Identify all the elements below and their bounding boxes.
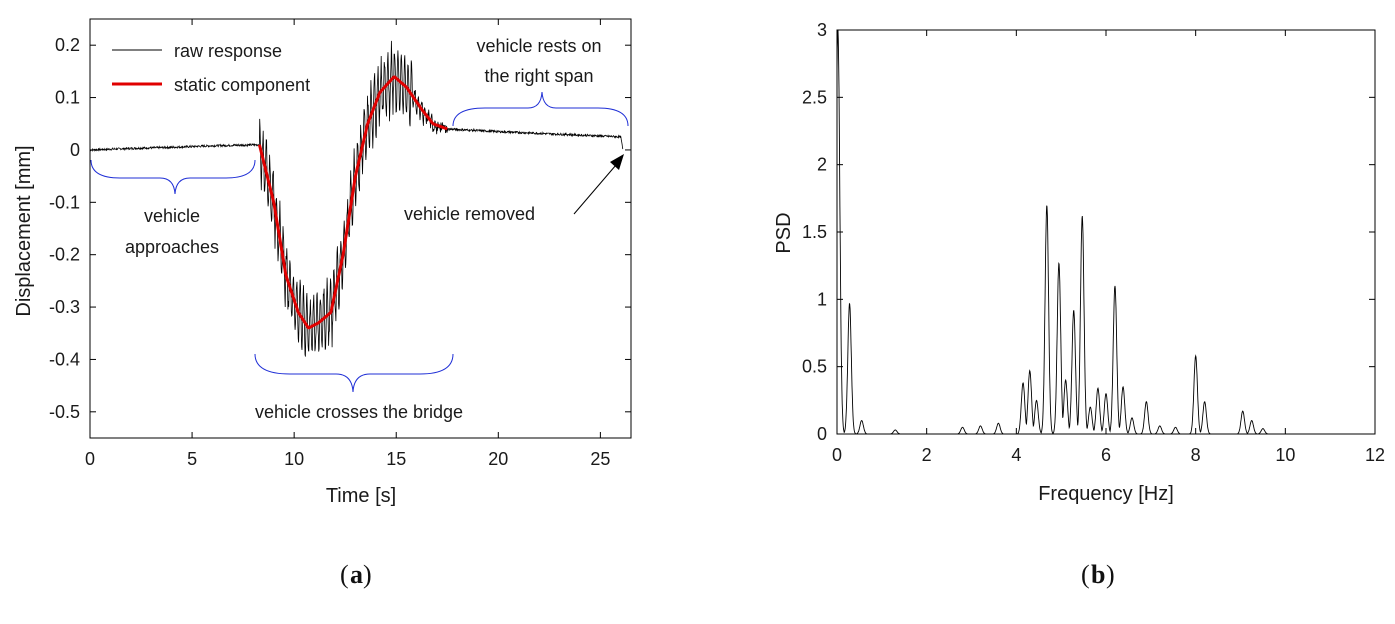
- annotation-rests-line2: the right span: [484, 66, 593, 86]
- panel-a-plot-frame: [89, 18, 632, 439]
- brace-crosses: [254, 353, 454, 393]
- annotation-removed-arrow: [573, 157, 623, 215]
- x-tick-label: 10: [1275, 445, 1295, 465]
- x-tick-label: 25: [590, 449, 610, 469]
- caption-b-close: ): [1106, 560, 1115, 589]
- panel-a-x-tick-labels: 0 5 10 15 20 25: [85, 449, 610, 469]
- caption-b: ( b ): [1081, 560, 1115, 589]
- y-tick-label: 0.1: [55, 88, 80, 108]
- panel-a-y-axis-label: Displacement [mm]: [13, 145, 35, 316]
- annotation-approaches-line1: vehicle: [144, 206, 200, 226]
- panel-b-x-axis-label: Frequency [Hz]: [1038, 483, 1174, 505]
- panel-b-tick-marks: [836, 29, 1376, 435]
- x-tick-label: 8: [1191, 445, 1201, 465]
- y-tick-label: -0.4: [49, 349, 80, 369]
- static-component-line: [257, 75, 448, 330]
- annotation-approaches-line2: approaches: [125, 237, 219, 257]
- panel-b-psd-chart: 0 2 4 6 8 10 12 3 2.5 2 1.5 1 0.5 0 Frequency [Hz] P…: [773, 20, 1385, 505]
- psd-line: [836, 30, 1295, 435]
- panel-b-plot-frame: [836, 29, 1376, 435]
- panel-b-x-tick-labels: 0 2 4 6 8 10 12: [832, 445, 1385, 465]
- annotation-braces: [90, 91, 629, 393]
- brace-approaches: [90, 159, 256, 195]
- x-tick-label: 4: [1011, 445, 1021, 465]
- caption-a-close: ): [363, 560, 372, 589]
- caption-b-open: (: [1081, 560, 1090, 589]
- panel-a-tick-marks: [89, 19, 631, 438]
- y-tick-label: -0.3: [49, 297, 80, 317]
- y-tick-label: 2: [817, 155, 827, 175]
- x-tick-label: 12: [1365, 445, 1385, 465]
- y-tick-label: 0: [817, 424, 827, 444]
- caption-a-open: (: [340, 560, 349, 589]
- y-tick-label: 0: [70, 140, 80, 160]
- brace-rests: [452, 91, 629, 127]
- raw-response-line: [89, 40, 624, 357]
- annotation-removed: vehicle removed: [404, 204, 535, 224]
- x-tick-label: 0: [85, 449, 95, 469]
- x-tick-label: 2: [922, 445, 932, 465]
- series-static-component: [257, 75, 448, 330]
- x-tick-label: 5: [187, 449, 197, 469]
- panel-a-y-tick-labels: 0.2 0.1 0 -0.1 -0.2 -0.3 -0.4 -0.5: [49, 35, 80, 422]
- y-tick-label: 1: [817, 289, 827, 309]
- caption-a: ( a ): [340, 560, 372, 589]
- annotation-labels: vehicle approaches vehicle crosses the b…: [125, 36, 624, 422]
- panel-b-y-tick-labels: 3 2.5 2 1.5 1 0.5 0: [802, 20, 827, 444]
- y-tick-label: -0.2: [49, 245, 80, 265]
- y-tick-label: 0.5: [802, 357, 827, 377]
- series-raw-response: [89, 40, 624, 357]
- x-tick-label: 6: [1101, 445, 1111, 465]
- legend-static-label: static component: [174, 75, 310, 95]
- x-tick-label: 0: [832, 445, 842, 465]
- caption-a-letter: a: [350, 560, 363, 589]
- x-tick-label: 15: [386, 449, 406, 469]
- legend: raw response static component: [112, 41, 310, 95]
- annotation-crosses: vehicle crosses the bridge: [255, 402, 463, 422]
- y-tick-label: -0.5: [49, 402, 80, 422]
- panel-a-displacement-chart: 0 5 10 15 20 25 0.2 0.1 0 -0.1 -0.2 -0.3 -0.4 -0.5 r…: [13, 18, 632, 507]
- y-tick-label: -0.1: [49, 192, 80, 212]
- series-psd: [836, 30, 1295, 435]
- x-tick-label: 20: [488, 449, 508, 469]
- y-tick-label: 1.5: [802, 222, 827, 242]
- panel-b-y-axis-label: PSD: [773, 212, 795, 253]
- y-tick-label: 2.5: [802, 87, 827, 107]
- annotation-removed-arrowhead: [610, 154, 624, 170]
- y-tick-label: 3: [817, 20, 827, 40]
- panel-a-x-axis-label: Time [s]: [326, 485, 396, 507]
- annotation-rests-line1: vehicle rests on: [476, 36, 601, 56]
- legend-raw-label: raw response: [174, 41, 282, 61]
- caption-b-letter: b: [1091, 560, 1105, 589]
- y-tick-label: 0.2: [55, 35, 80, 55]
- x-tick-label: 10: [284, 449, 304, 469]
